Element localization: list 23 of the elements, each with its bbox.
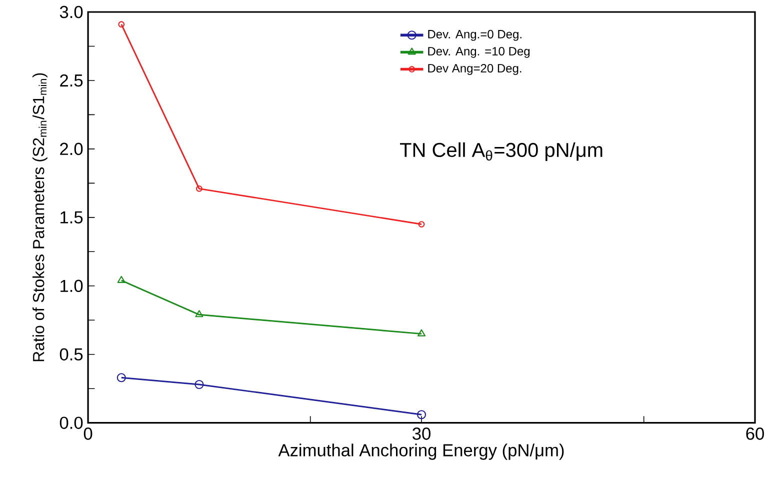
point: [194, 380, 204, 389]
y-tick-label: 3.0: [60, 6, 83, 18]
y-tick-label: 1.5: [60, 211, 83, 224]
legend-label: Dev Ang=20 Deg.: [428, 64, 522, 75]
legend-label: Dev. Ang.=0 Deg.: [428, 30, 522, 41]
x-tick-label: 60: [746, 427, 764, 440]
x-axis-title: Azimuthal Anchoring Energy (pN/μm): [278, 444, 564, 460]
point: [196, 185, 202, 192]
y-tick-label: 0.0: [60, 416, 83, 429]
point: [117, 276, 126, 283]
y-tick-label: 2.0: [60, 142, 83, 155]
point: [195, 310, 204, 318]
y-tick-label: 2.5: [60, 74, 83, 87]
x-tick-label: 0: [84, 427, 92, 440]
y-tick-label: 1.0: [60, 280, 83, 292]
x-tick-label: 30: [412, 427, 430, 440]
point: [418, 329, 426, 336]
y-axis-title: Ratio of Stokes Parameters (S2$_{min}$/S1$_{min}$): [32, 73, 48, 362]
point: [116, 373, 126, 382]
y-tick-label: 0.5: [60, 348, 83, 360]
legend-label: Dev. Ang. =10 Deg: [428, 46, 530, 58]
point: [416, 410, 426, 420]
annotation: TN Cell A$_{θ}$=300 pN/μm: [400, 142, 602, 161]
